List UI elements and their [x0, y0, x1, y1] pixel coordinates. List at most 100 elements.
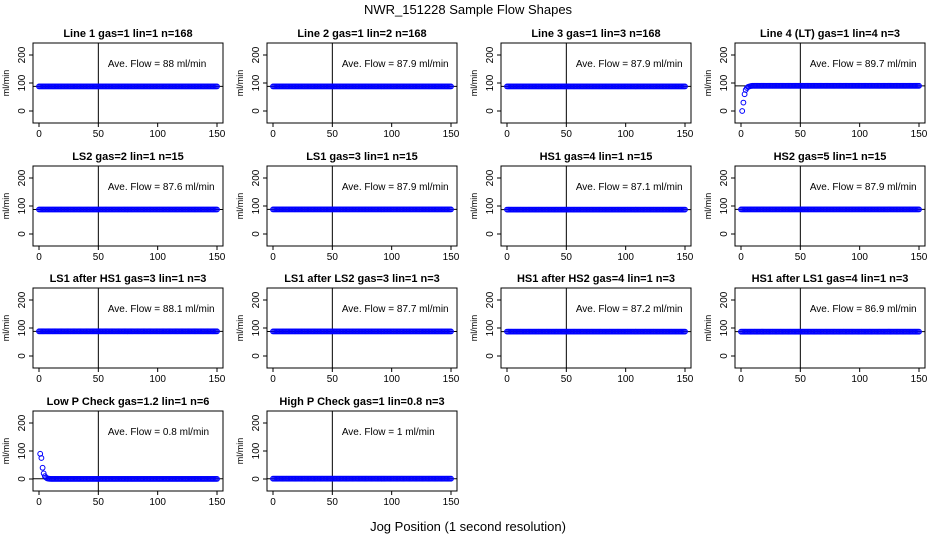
data-series	[37, 450, 220, 482]
average-flow-annotation: Ave. Flow = 87.9 ml/min	[810, 182, 917, 193]
x-tick-label: 150	[677, 374, 694, 385]
data-series	[739, 82, 922, 114]
average-flow-annotation: Ave. Flow = 86.9 ml/min	[810, 304, 917, 315]
x-tick-label: 150	[443, 252, 460, 263]
y-tick-label: 200	[719, 169, 730, 186]
panel-title: Line 1 gas=1 lin=1 n=168	[63, 28, 192, 40]
plot-frame	[734, 287, 926, 369]
x-tick-label: 50	[327, 497, 339, 508]
x-tick-label: 50	[93, 497, 105, 508]
chart-panel: HS1 after HS2 gas=4 lin=1 n=3 0 50 100 150 0 1…	[469, 273, 694, 385]
y-axis-label: ml/min	[469, 315, 479, 342]
y-axis-label: ml/min	[1, 315, 11, 342]
x-tick-label: 150	[677, 129, 694, 140]
panel-title: LS1 after HS1 gas=3 lin=1 n=3	[50, 273, 207, 285]
x-tick-label: 50	[93, 129, 105, 140]
chart-panel: LS1 after HS1 gas=3 lin=1 n=3 0 50 100 150 0 1…	[1, 273, 226, 385]
panel-title: HS1 after HS2 gas=4 lin=1 n=3	[517, 273, 675, 285]
plot-frame	[32, 287, 224, 369]
x-tick-label: 100	[383, 374, 400, 385]
chart-panel: HS1 after LS1 gas=4 lin=1 n=3 0 50 100 150 0 1…	[703, 273, 928, 385]
data-point	[214, 83, 220, 90]
y-axis-label: ml/min	[703, 315, 713, 342]
x-tick-label: 150	[209, 497, 226, 508]
x-tick-label: 50	[795, 374, 807, 385]
average-flow-annotation: Ave. Flow = 87.9 ml/min	[342, 182, 449, 193]
x-tick-label: 150	[911, 252, 928, 263]
average-flow-annotation: Ave. Flow = 89.7 ml/min	[810, 59, 917, 70]
data-point	[682, 206, 688, 213]
y-tick-label: 200	[17, 169, 28, 186]
panel-title: Line 2 gas=1 lin=2 n=168	[297, 28, 426, 40]
data-point	[682, 83, 688, 90]
plot-frame	[32, 165, 224, 247]
x-tick-label: 50	[327, 252, 339, 263]
y-tick-label: 0	[17, 476, 28, 482]
y-tick-label: 200	[17, 414, 28, 431]
y-axis-label: ml/min	[469, 70, 479, 97]
chart-panel: Line 1 gas=1 lin=1 n=168 0 50 100 150 0 100 200…	[1, 28, 226, 140]
panel-title: Low P Check gas=1.2 lin=1 n=6	[47, 396, 210, 408]
panel-title: HS2 gas=5 lin=1 n=15	[774, 151, 887, 163]
y-tick-label: 200	[17, 291, 28, 308]
y-tick-label: 200	[251, 169, 262, 186]
data-point	[214, 206, 220, 213]
y-axis-label: ml/min	[235, 438, 245, 465]
chart-panel: Low P Check gas=1.2 lin=1 n=6 0 50 100 150 0 1…	[1, 396, 226, 508]
y-tick-label: 100	[17, 74, 28, 91]
plot-frame	[32, 42, 224, 124]
data-point	[214, 328, 220, 335]
y-tick-label: 200	[485, 169, 496, 186]
x-tick-label: 100	[617, 374, 634, 385]
plot-frame	[266, 42, 458, 124]
data-series	[36, 328, 220, 335]
figure-xlabel: Jog Position (1 second resolution)	[370, 519, 566, 534]
x-tick-label: 0	[738, 374, 744, 385]
panel-title: HS1 gas=4 lin=1 n=15	[540, 151, 653, 163]
average-flow-annotation: Ave. Flow = 88.1 ml/min	[108, 304, 215, 315]
y-tick-label: 200	[485, 291, 496, 308]
average-flow-annotation: Ave. Flow = 88 ml/min	[108, 59, 206, 70]
y-tick-label: 0	[719, 353, 730, 359]
data-point	[448, 83, 454, 90]
x-tick-label: 100	[149, 129, 166, 140]
average-flow-annotation: Ave. Flow = 0.8 ml/min	[108, 427, 209, 438]
x-tick-label: 0	[504, 374, 510, 385]
average-flow-annotation: Ave. Flow = 87.9 ml/min	[576, 59, 683, 70]
x-tick-label: 0	[504, 252, 510, 263]
chart-panel: High P Check gas=1 lin=0.8 n=3 0 50 100 150 0…	[235, 396, 460, 508]
y-tick-label: 100	[485, 319, 496, 336]
x-tick-label: 100	[851, 252, 868, 263]
x-tick-label: 0	[36, 252, 42, 263]
data-point	[38, 455, 45, 461]
plot-frame	[266, 287, 458, 369]
y-tick-label: 0	[719, 231, 730, 237]
x-tick-label: 100	[851, 374, 868, 385]
data-series	[270, 475, 454, 482]
panel-title: Line 4 (LT) gas=1 lin=4 n=3	[760, 28, 900, 40]
x-tick-label: 50	[327, 129, 339, 140]
x-tick-label: 100	[149, 374, 166, 385]
x-tick-label: 0	[270, 374, 276, 385]
y-tick-label: 0	[485, 108, 496, 114]
data-point	[448, 206, 454, 213]
plot-frame	[734, 165, 926, 247]
data-series	[504, 83, 688, 90]
x-tick-label: 150	[911, 129, 928, 140]
data-series	[270, 206, 454, 213]
plot-frame	[500, 42, 692, 124]
data-series	[270, 83, 454, 90]
data-series	[36, 206, 220, 213]
figure-title: NWR_151228 Sample Flow Shapes	[364, 2, 573, 17]
x-tick-label: 0	[504, 129, 510, 140]
data-series	[36, 83, 220, 90]
panel-title: LS1 after LS2 gas=3 lin=1 n=3	[284, 273, 440, 285]
y-tick-label: 0	[719, 108, 730, 114]
x-tick-label: 50	[93, 374, 105, 385]
data-point	[40, 470, 47, 477]
x-tick-label: 50	[795, 252, 807, 263]
data-series	[270, 328, 454, 335]
y-tick-label: 200	[719, 46, 730, 63]
y-tick-label: 200	[251, 414, 262, 431]
data-point	[739, 108, 746, 114]
